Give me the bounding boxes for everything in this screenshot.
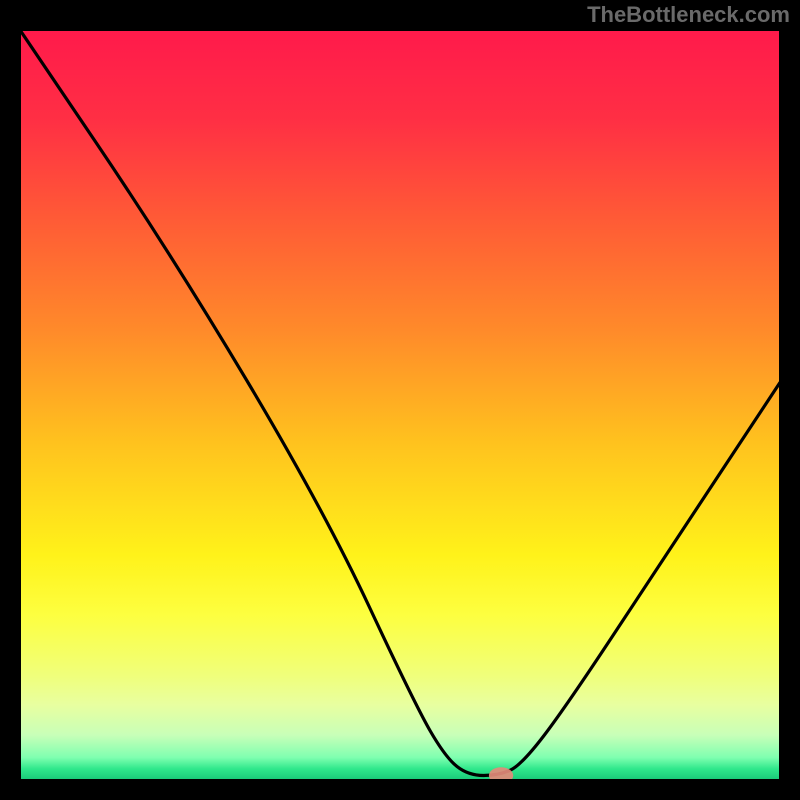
bottleneck-chart: [20, 30, 780, 780]
chart-svg: [20, 30, 780, 780]
chart-frame: TheBottleneck.com: [0, 0, 800, 800]
chart-background: [20, 30, 780, 780]
attribution-label: TheBottleneck.com: [587, 2, 790, 28]
